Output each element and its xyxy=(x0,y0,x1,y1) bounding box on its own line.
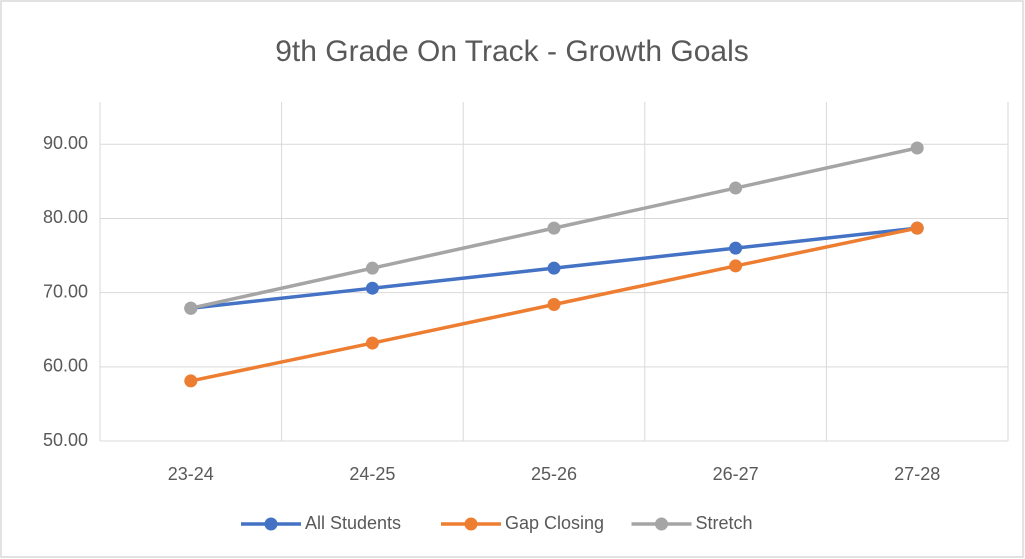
point xyxy=(547,221,561,235)
point xyxy=(547,261,561,275)
x-tick-label: 23-24 xyxy=(168,464,214,484)
x-tick-label: 25-26 xyxy=(531,464,577,484)
y-tick-label: 70.00 xyxy=(43,281,88,301)
legend-marker xyxy=(264,517,278,531)
legend-marker xyxy=(464,517,478,531)
y-tick-label: 80.00 xyxy=(43,207,88,227)
point xyxy=(184,301,198,315)
point xyxy=(729,181,743,195)
chart-title: 9th Grade On Track - Growth Goals xyxy=(275,35,749,68)
y-tick-label: 90.00 xyxy=(43,133,88,153)
point xyxy=(365,261,379,275)
point xyxy=(729,259,743,273)
y-tick-label: 60.00 xyxy=(43,356,88,376)
point xyxy=(365,281,379,295)
x-tick-label: 24-25 xyxy=(349,464,395,484)
x-tick-label: 27-28 xyxy=(894,464,940,484)
point xyxy=(547,298,561,312)
point xyxy=(729,241,743,255)
legend-label: All Students xyxy=(305,513,401,533)
point xyxy=(910,221,924,235)
legend-marker xyxy=(655,517,668,531)
point xyxy=(365,336,379,350)
legend-label: Gap Closing xyxy=(505,513,604,533)
x-tick-label: 26-27 xyxy=(713,464,759,484)
legend-label: Stretch xyxy=(696,513,753,533)
y-tick-label: 50.00 xyxy=(43,430,88,450)
point xyxy=(184,374,198,388)
point xyxy=(910,141,924,155)
